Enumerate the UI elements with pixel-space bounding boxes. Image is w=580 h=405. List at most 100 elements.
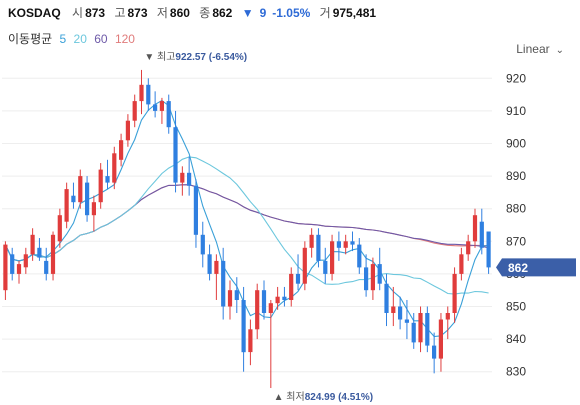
candle bbox=[207, 244, 212, 281]
candle bbox=[268, 299, 273, 389]
volume-label: 거 bbox=[319, 6, 331, 20]
candle bbox=[466, 234, 471, 261]
candle bbox=[146, 78, 151, 111]
low-annotation-prefix: ▲ 최저 bbox=[274, 391, 305, 403]
candle-body bbox=[432, 345, 437, 359]
candle-body bbox=[234, 290, 239, 300]
candle-body bbox=[241, 300, 246, 353]
candle bbox=[438, 313, 443, 372]
candle bbox=[166, 94, 171, 134]
chevron-down-icon: ⌄ bbox=[555, 45, 564, 56]
candle-body bbox=[411, 322, 416, 343]
candle bbox=[91, 195, 96, 232]
candle-body bbox=[289, 273, 294, 300]
candle-body bbox=[180, 172, 185, 183]
y-tick-910: 910 bbox=[506, 104, 526, 118]
candle-body bbox=[404, 319, 409, 323]
ma-5-label: 5 bbox=[59, 32, 67, 46]
candle bbox=[139, 69, 144, 115]
candle bbox=[364, 254, 369, 297]
candle bbox=[187, 156, 192, 196]
candle bbox=[309, 228, 314, 258]
high-value: 873 bbox=[127, 6, 148, 20]
candle-body bbox=[3, 244, 8, 291]
candle-body bbox=[452, 273, 457, 313]
candle bbox=[30, 228, 35, 261]
candle bbox=[125, 114, 130, 147]
candle-body bbox=[159, 101, 164, 111]
candle bbox=[248, 319, 253, 366]
candle bbox=[153, 91, 158, 118]
candle bbox=[255, 283, 260, 340]
candle-body bbox=[85, 182, 90, 216]
close-label: 종 bbox=[199, 6, 211, 20]
candle-body bbox=[193, 185, 198, 235]
candle-body bbox=[207, 254, 212, 274]
candle bbox=[85, 176, 90, 222]
candle bbox=[159, 97, 164, 124]
candle-body bbox=[425, 313, 430, 346]
candle bbox=[214, 254, 219, 300]
candle bbox=[289, 267, 294, 307]
ma-5-line bbox=[4, 99, 489, 338]
candle-body bbox=[357, 244, 362, 268]
high-annotation-value: 922.57 (-6.54%) bbox=[175, 52, 247, 63]
high-annotation-prefix: ▼ 최고 bbox=[144, 51, 175, 63]
candle bbox=[221, 247, 226, 320]
candle bbox=[16, 260, 22, 284]
scale-selector[interactable]: Linear ⌄ bbox=[516, 42, 564, 56]
candle-body bbox=[398, 306, 403, 320]
candle bbox=[3, 241, 8, 300]
close-value: 862 bbox=[212, 6, 233, 20]
candle bbox=[23, 247, 28, 274]
candle-body bbox=[466, 241, 471, 255]
ma-60-label: 60 bbox=[94, 32, 108, 46]
candle-body bbox=[479, 221, 484, 248]
candle-body bbox=[377, 264, 382, 284]
candle bbox=[261, 280, 267, 320]
candle-body bbox=[10, 254, 15, 274]
candle bbox=[445, 306, 450, 340]
candle bbox=[350, 231, 355, 252]
candle bbox=[64, 182, 69, 229]
candle-body bbox=[275, 296, 280, 304]
candle-body bbox=[119, 140, 124, 160]
y-tick-890: 890 bbox=[506, 169, 526, 183]
candle-body bbox=[302, 247, 307, 284]
moving-average-legend[interactable]: 이동평균 5 20 60 120 bbox=[8, 30, 139, 47]
candle bbox=[425, 306, 430, 353]
open-value: 873 bbox=[85, 6, 106, 20]
candle bbox=[472, 208, 478, 248]
candle bbox=[323, 247, 328, 284]
candle-body bbox=[282, 296, 287, 300]
ma-60-line bbox=[4, 184, 489, 262]
annotations: ▼ 최고922.57 (-6.54%) ▲ 최저824.99 (4.51%) bbox=[144, 51, 373, 403]
candle-body bbox=[364, 267, 369, 291]
candle-body bbox=[23, 254, 28, 268]
candle bbox=[330, 234, 335, 281]
candle bbox=[105, 159, 110, 190]
candle bbox=[384, 273, 389, 327]
candle-body bbox=[200, 234, 205, 255]
ma-20-line bbox=[4, 156, 489, 295]
candle-body bbox=[343, 241, 348, 248]
candle-body bbox=[445, 313, 450, 320]
candle bbox=[432, 332, 437, 374]
candle-body bbox=[44, 260, 49, 274]
candle bbox=[357, 238, 362, 274]
candle-body bbox=[132, 101, 137, 121]
candle bbox=[404, 299, 409, 340]
candle bbox=[112, 146, 117, 190]
candle bbox=[173, 110, 178, 193]
candle-body bbox=[316, 234, 321, 261]
candle-body bbox=[91, 202, 96, 216]
last-price-label: 862 bbox=[508, 261, 528, 275]
candle bbox=[44, 247, 49, 281]
low-annotation-value: 824.99 (4.51%) bbox=[305, 392, 373, 403]
candle-body bbox=[350, 241, 355, 245]
candle-body bbox=[248, 329, 253, 353]
candle bbox=[227, 280, 233, 320]
candle bbox=[50, 231, 56, 281]
candle-body bbox=[214, 260, 219, 274]
